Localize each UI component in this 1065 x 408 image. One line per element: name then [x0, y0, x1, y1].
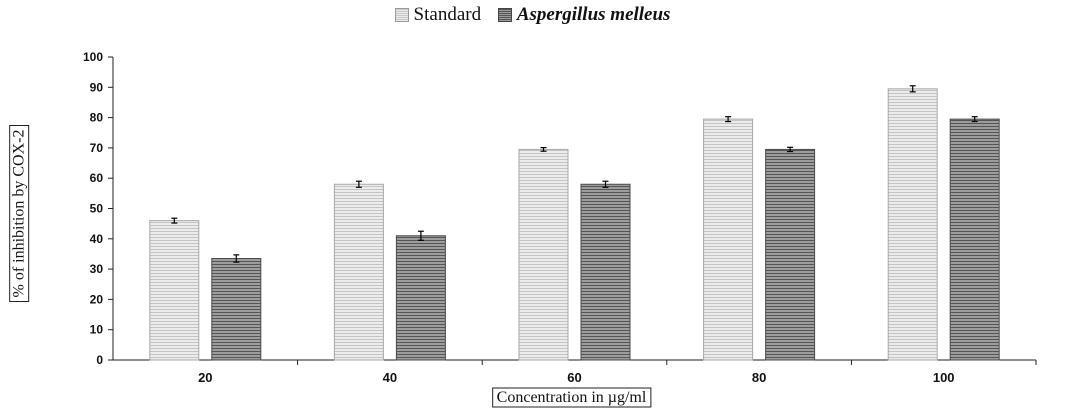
bar-aspergillus [765, 148, 816, 361]
legend-swatch-standard [394, 8, 409, 22]
y-tick-label: 20 [90, 292, 104, 306]
legend-item-standard: Standard [394, 4, 482, 26]
bar-aspergillus [211, 257, 262, 361]
y-tick-label: 30 [90, 262, 104, 276]
bar-aspergillus [580, 183, 631, 361]
legend-label-aspergillus: Aspergillus melleus [516, 4, 671, 25]
y-tick-label: 100 [83, 50, 103, 64]
legend-label-standard: Standard [413, 4, 482, 25]
legend-item-aspergillus: Aspergillus melleus [497, 4, 671, 26]
y-tick-label: 80 [90, 111, 104, 125]
y-tick-label: 40 [90, 232, 104, 246]
x-axis-title: Concentration in µg/ml [497, 389, 647, 406]
y-tick-label: 60 [90, 171, 104, 185]
legend-swatch-aspergillus [497, 8, 512, 22]
x-axis-title-box [492, 387, 652, 408]
bar-standard [703, 118, 754, 361]
x-tick-label: 80 [752, 370, 766, 385]
bar-standard [518, 148, 569, 361]
bar-standard [887, 88, 938, 361]
bar-standard [333, 183, 384, 361]
y-tick-label: 10 [90, 323, 104, 337]
x-tick-label: 60 [567, 370, 581, 385]
bar-aspergillus [395, 235, 446, 361]
bar-standard [149, 220, 200, 361]
y-tick-label: 50 [90, 202, 104, 216]
y-tick-label: 90 [90, 80, 104, 94]
y-tick-label: 70 [90, 141, 104, 155]
y-axis-title: % of inhibition by COX-2 [11, 130, 28, 298]
x-tick-label: 100 [933, 370, 955, 385]
legend: Standard Aspergillus melleus [0, 4, 1065, 28]
x-tick-label: 20 [198, 370, 212, 385]
y-tick-label: 0 [96, 353, 103, 367]
y-axis-title-box [9, 125, 30, 302]
x-tick-label: 40 [383, 370, 397, 385]
bar-aspergillus [949, 118, 1000, 361]
